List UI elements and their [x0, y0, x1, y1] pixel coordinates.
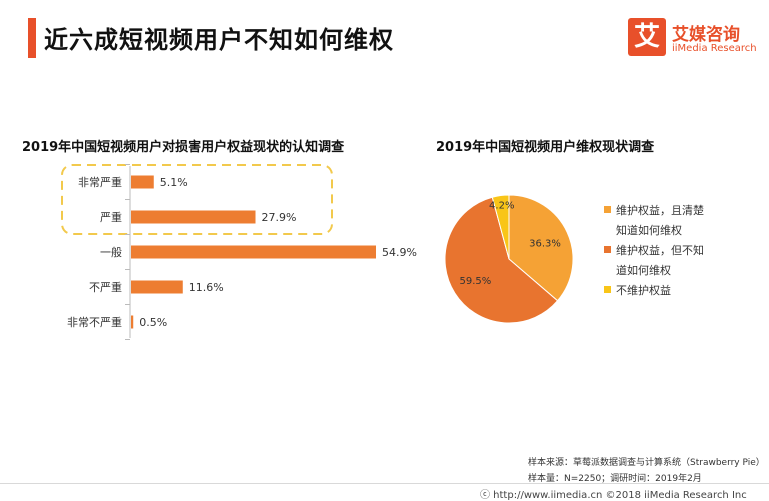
bar: [131, 280, 183, 294]
bar-category-label: 非常严重: [78, 175, 122, 189]
legend-swatch: [604, 206, 611, 213]
bar-chart-title: 2019年中国短视频用户对损害用户权益现状的认知调查: [22, 140, 345, 155]
bar: [131, 210, 256, 224]
legend-label: 知道如何维权: [616, 223, 682, 237]
legend-swatch: [604, 286, 611, 293]
logo-mark: 艾: [628, 18, 666, 56]
legend-label: 维护权益，且清楚: [616, 203, 704, 217]
bar-category-label: 一般: [100, 246, 122, 259]
logo-en: iiMedia Research: [672, 43, 757, 54]
bar-category-label: 严重: [100, 210, 122, 224]
bar-category-label: 非常不严重: [67, 315, 122, 329]
legend-swatch: [604, 246, 611, 253]
bar: [131, 245, 376, 259]
iimedia-logo: 艾 艾媒咨询 iiMedia Research: [628, 18, 763, 62]
site-footer: ⓒ http://www.iimedia.cn ©2018 iiMedia Re…: [480, 490, 747, 501]
bar-category-label: 不严重: [89, 280, 122, 294]
source-note: 样本来源：草莓派数据调查与计算系统（Strawberry Pie）: [528, 458, 765, 468]
highlight-box: [61, 164, 333, 235]
pie-value-label: 59.5%: [460, 276, 492, 287]
sample-note: 样本量：N=2250；调研时间：2019年2月: [528, 474, 702, 484]
bar-value-label: 27.9%: [262, 211, 297, 224]
legend-label: 不维护权益: [616, 283, 671, 297]
page-title: 近六成短视频用户不知如何维权: [44, 26, 394, 54]
pie-chart-title: 2019年中国短视频用户维权现状调查: [436, 140, 655, 155]
bar-value-label: 54.9%: [382, 246, 417, 259]
bar: [131, 175, 154, 189]
title-accent-bar: [28, 18, 36, 58]
pie-value-label: 36.3%: [529, 238, 561, 249]
logo-cn: 艾媒咨询: [672, 25, 740, 45]
legend-label: 道如何维权: [616, 263, 671, 277]
bar-value-label: 0.5%: [139, 316, 167, 329]
pie-slice: [444, 196, 559, 324]
legend-label: 维护权益，但不知: [616, 243, 704, 257]
pie-value-label: 4.2%: [489, 200, 514, 211]
footer-divider: [0, 483, 769, 484]
pie-slice: [491, 194, 510, 260]
pie-slice: [508, 194, 574, 302]
bar-value-label: 5.1%: [160, 176, 188, 189]
bar: [131, 315, 134, 329]
bar-value-label: 11.6%: [189, 281, 224, 294]
